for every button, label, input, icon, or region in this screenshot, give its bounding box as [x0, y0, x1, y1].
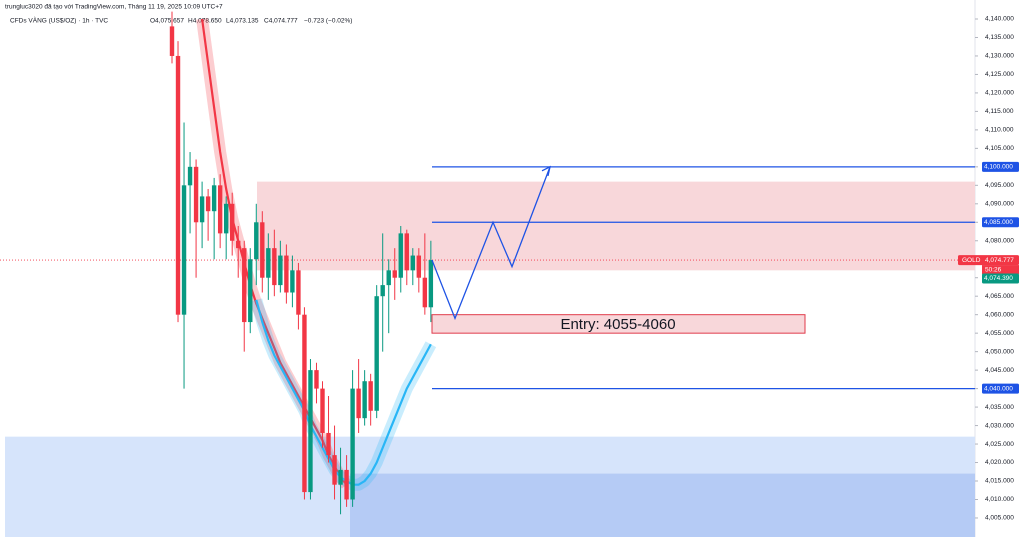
candle-body: [193, 166, 199, 223]
level-tag: [982, 383, 1019, 394]
ohlc-readout: C4,074.777: [264, 18, 298, 25]
candle-body: [230, 203, 235, 241]
y-tick-label: 4,115.000: [985, 108, 1014, 115]
candle-body: [278, 255, 283, 286]
entry-label: Entry: 4055-4060: [560, 316, 675, 333]
candle-body: [404, 233, 409, 271]
candle-body: [302, 314, 307, 493]
candle-body: [386, 270, 391, 286]
candle-body: [266, 248, 271, 278]
symbol: CFDs VÀNG (US$/OZ) · 1h · TVC: [10, 16, 108, 25]
candle-body: [314, 370, 319, 389]
countdown-tag: [982, 265, 1019, 275]
level-tag: [982, 217, 1019, 228]
candle-body: [248, 259, 253, 323]
candle-body: [236, 240, 241, 249]
countdown: 50:26: [985, 266, 1002, 273]
y-tick-label: 4,140.000: [985, 16, 1014, 23]
zone: [350, 473, 975, 537]
level-tag-label: 4,040.000: [984, 385, 1013, 392]
y-tick-label: 4,095.000: [985, 182, 1014, 189]
candle-body: [290, 270, 295, 293]
y-tick-label: 4,020.000: [985, 459, 1014, 466]
candle-body: [344, 469, 349, 500]
candle-body: [260, 222, 265, 278]
candle-body: [356, 388, 361, 419]
y-tick-label: 4,120.000: [985, 90, 1014, 97]
candle-body: [326, 432, 331, 456]
level-tag-label: 4,085.000: [984, 219, 1013, 226]
price-tag-symbol: GOLD: [962, 257, 981, 264]
y-tick-label: 4,025.000: [985, 441, 1014, 448]
ohlc-readout: O4,075.657: [150, 18, 184, 25]
candle-body: [380, 285, 385, 297]
candle-body: [308, 370, 313, 493]
projection-path: [431, 166, 551, 321]
y-tick-label: 4,030.000: [985, 422, 1014, 429]
candle-body: [332, 455, 337, 485]
candle-body: [296, 270, 301, 315]
candle-body: [223, 203, 229, 234]
price-tag-label: 4,074.777: [985, 257, 1014, 264]
candle-body: [416, 255, 422, 278]
y-tick-label: 4,090.000: [985, 201, 1014, 208]
candle-body: [217, 185, 223, 234]
y-tick-label: 4,135.000: [985, 34, 1014, 41]
candle-body: [422, 277, 428, 308]
ohlc-readout: L4,073.135: [226, 18, 259, 25]
candle-body: [169, 26, 175, 56]
y-tick-label: 4,010.000: [985, 496, 1014, 503]
y-tick-label: 4,005.000: [985, 515, 1014, 522]
bid-tag-label: 4,074.390: [984, 275, 1013, 282]
candle-body: [368, 381, 373, 411]
candle-body: [181, 185, 187, 315]
y-tick-label: 4,060.000: [985, 311, 1014, 318]
candle-body: [242, 248, 247, 323]
candle-body: [338, 469, 343, 485]
candle-body: [320, 388, 325, 433]
candle-body: [284, 255, 289, 293]
candle-body: [350, 388, 355, 500]
y-tick-label: 4,045.000: [985, 367, 1014, 374]
y-tick-label: 4,080.000: [985, 237, 1014, 244]
y-tick-label: 4,105.000: [985, 145, 1014, 152]
candle-body: [398, 233, 403, 278]
candle-body: [272, 248, 277, 286]
y-tick-label: 4,015.000: [985, 478, 1014, 485]
candle-body: [175, 55, 181, 315]
ohlc-readout: −0.723 (−0.02%): [304, 18, 352, 25]
candle-body: [410, 255, 415, 271]
candle-body: [199, 196, 205, 223]
header: trungluc3020 đã tạo với TradingView.com,…: [5, 4, 223, 11]
candle-body: [211, 185, 217, 212]
overlay-line: [255, 299, 432, 486]
y-tick-label: 4,035.000: [985, 404, 1014, 411]
projection-arrow: [541, 165, 551, 176]
y-tick-label: 4,110.000: [985, 127, 1014, 134]
y-tick-label: 4,125.000: [985, 71, 1014, 78]
level-tag: [982, 161, 1019, 172]
zone: [257, 181, 975, 271]
candle-body: [362, 381, 367, 419]
candle-body: [205, 196, 211, 212]
candle-body: [392, 270, 397, 278]
y-tick-label: 4,065.000: [985, 293, 1014, 300]
price-tag: [958, 255, 1019, 266]
y-tick-label: 4,130.000: [985, 53, 1014, 60]
candle-body: [187, 166, 193, 186]
y-tick-label: 4,055.000: [985, 330, 1014, 337]
candle-body: [428, 260, 434, 308]
candle-body: [254, 222, 259, 260]
y-tick-label: 4,050.000: [985, 348, 1014, 355]
bid-tag: [982, 273, 1019, 284]
ohlc-readout: H4,078.650: [188, 18, 222, 25]
level-tag-label: 4,100.000: [984, 164, 1013, 171]
entry-box: [431, 314, 806, 334]
candle-body: [374, 296, 379, 411]
